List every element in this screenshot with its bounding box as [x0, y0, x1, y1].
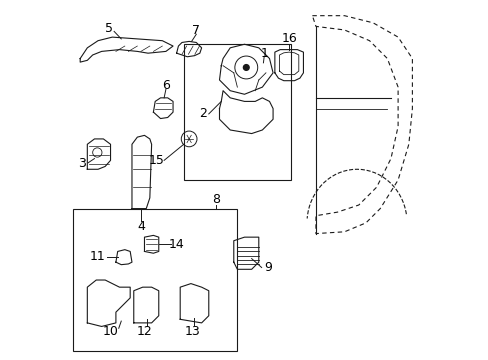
Text: 12: 12 — [136, 325, 152, 338]
Text: 7: 7 — [192, 24, 200, 37]
Text: 2: 2 — [199, 107, 207, 120]
Text: 13: 13 — [184, 325, 200, 338]
Text: 14: 14 — [168, 238, 184, 251]
Text: 8: 8 — [211, 193, 220, 206]
Bar — [73, 208, 237, 351]
Text: 3: 3 — [78, 157, 86, 170]
Text: 1: 1 — [260, 47, 267, 60]
Text: 11: 11 — [90, 250, 106, 263]
Circle shape — [243, 64, 248, 70]
Text: 10: 10 — [102, 325, 118, 338]
Bar — [183, 44, 290, 180]
Text: 5: 5 — [104, 22, 113, 35]
Text: 15: 15 — [149, 154, 164, 167]
Text: 9: 9 — [263, 261, 271, 274]
Text: 4: 4 — [137, 220, 144, 233]
Text: 16: 16 — [281, 32, 296, 45]
Text: 6: 6 — [162, 79, 169, 92]
